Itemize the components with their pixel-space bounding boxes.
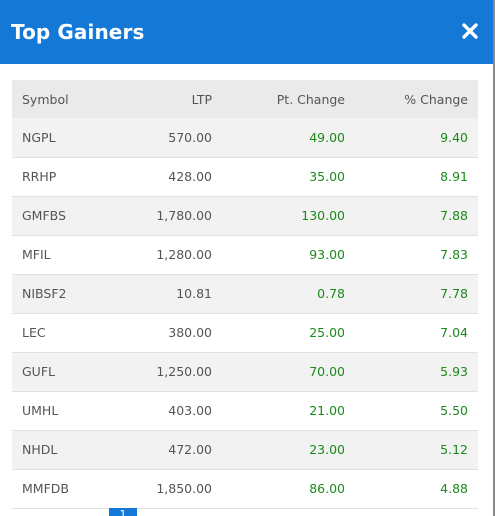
cell-pct-change: 8.91 <box>440 169 468 184</box>
table-row[interactable]: NIBSF2 10.81 0.78 7.78 <box>12 274 478 313</box>
cell-pct-change: 7.04 <box>440 325 468 340</box>
cell-symbol: NGPL <box>22 129 56 145</box>
gainers-table: Symbol LTP Pt. Change % Change NGPL 570.0… <box>12 80 478 509</box>
column-header-ltp: LTP <box>191 91 212 107</box>
cell-ltp: 1,280.00 <box>156 247 212 262</box>
cell-ltp: 380.00 <box>168 325 212 340</box>
column-header-pt-change: Pt. Change <box>276 91 345 107</box>
cell-symbol: UMHL <box>22 403 59 418</box>
table-row[interactable]: RRHP 428.00 35.00 8.91 <box>12 157 478 196</box>
close-icon[interactable] <box>459 20 481 42</box>
cell-ltp: 403.00 <box>168 403 212 418</box>
cell-pct-change: 9.40 <box>440 129 468 145</box>
cell-pct-change: 5.93 <box>440 364 468 379</box>
cell-pct-change: 7.78 <box>440 286 468 301</box>
cell-symbol: GUFL <box>22 364 55 379</box>
pagination-page-active[interactable]: 1 <box>109 508 137 516</box>
table-row[interactable]: NHDL 472.00 23.00 5.12 <box>12 430 478 469</box>
cell-pt-change: 35.00 <box>309 169 345 184</box>
cell-symbol: MMFDB <box>22 481 69 496</box>
column-header-symbol: Symbol <box>22 91 69 107</box>
pagination: 1 <box>30 508 470 516</box>
cell-symbol: LEC <box>22 325 46 340</box>
cell-pt-change: 25.00 <box>309 325 345 340</box>
cell-ltp: 570.00 <box>168 129 212 145</box>
table-row[interactable]: LEC 380.00 25.00 7.04 <box>12 313 478 352</box>
table-row[interactable]: MMFDB 1,850.00 86.00 4.88 <box>12 469 478 508</box>
cell-ltp: 1,250.00 <box>156 364 212 379</box>
cell-symbol: NIBSF2 <box>22 286 67 301</box>
column-header-pct-change: % Change <box>404 91 468 107</box>
table-row[interactable]: GUFL 1,250.00 70.00 5.93 <box>12 352 478 391</box>
cell-pt-change: 21.00 <box>309 403 345 418</box>
cell-symbol: GMFBS <box>22 208 66 223</box>
cell-ltp: 10.81 <box>176 286 212 301</box>
cell-pct-change: 4.88 <box>440 481 468 496</box>
cell-pt-change: 70.00 <box>309 364 345 379</box>
gainers-table-wrapper: Symbol LTP Pt. Change % Change NGPL 570.0… <box>12 80 478 509</box>
cell-symbol: RRHP <box>22 169 57 184</box>
cell-ltp: 472.00 <box>168 442 212 457</box>
table-row[interactable]: UMHL 403.00 21.00 5.50 <box>12 391 478 430</box>
cell-ltp: 428.00 <box>168 169 212 184</box>
cell-pct-change: 5.12 <box>440 442 468 457</box>
cell-pt-change: 23.00 <box>309 442 345 457</box>
modal-header: Top Gainers <box>0 0 493 64</box>
cell-pt-change: 86.00 <box>309 481 345 496</box>
cell-pt-change: 93.00 <box>309 247 345 262</box>
cell-symbol: NHDL <box>22 442 58 457</box>
table-row[interactable]: MFIL 1,280.00 93.00 7.83 <box>12 235 478 274</box>
cell-ltp: 1,850.00 <box>156 481 212 496</box>
cell-pct-change: 5.50 <box>440 403 468 418</box>
cell-pt-change: 0.78 <box>317 286 345 301</box>
cell-pt-change: 49.00 <box>309 129 345 145</box>
cell-pct-change: 7.83 <box>440 247 468 262</box>
cell-ltp: 1,780.00 <box>156 208 212 223</box>
table-row[interactable]: NGPL 570.00 49.00 9.40 <box>12 118 478 157</box>
modal-title: Top Gainers <box>11 20 145 44</box>
cell-symbol: MFIL <box>22 247 51 262</box>
cell-pct-change: 7.88 <box>440 208 468 223</box>
cell-pt-change: 130.00 <box>301 208 345 223</box>
table-row[interactable]: GMFBS 1,780.00 130.00 7.88 <box>12 196 478 235</box>
table-header-row: Symbol LTP Pt. Change % Change <box>12 80 478 118</box>
